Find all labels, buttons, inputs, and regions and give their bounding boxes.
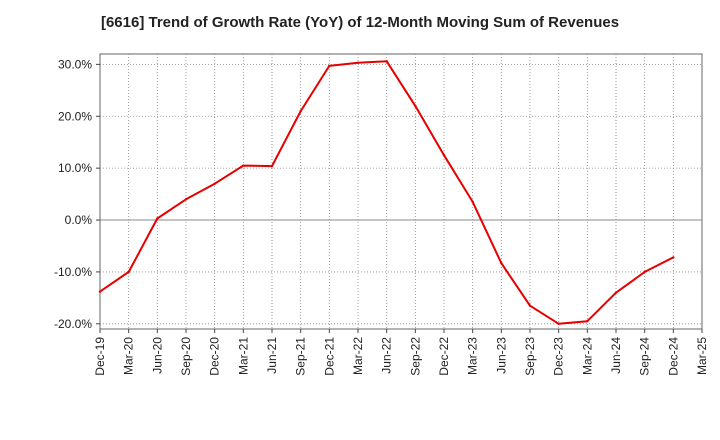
data-point [242, 164, 245, 167]
x-tick-label: Dec-24 [666, 337, 680, 376]
data-point [442, 153, 446, 157]
x-tick-label: Sep-21 [294, 337, 308, 376]
data-point [127, 270, 130, 274]
x-tick-label: Dec-21 [322, 337, 336, 376]
y-tick-label: 0.0% [65, 213, 93, 227]
data-point [500, 261, 503, 265]
series-group [98, 60, 675, 326]
data-point [356, 61, 360, 65]
x-tick-label: Mar-25 [695, 337, 709, 375]
x-tick-label: Jun-20 [150, 337, 164, 374]
x-tick-label: Dec-20 [208, 337, 222, 376]
grid-lines [100, 54, 702, 329]
y-tick-label: -20.0% [54, 317, 92, 331]
x-tick-label: Sep-23 [523, 337, 537, 376]
y-axis-ticks: 30.0% 20.0% 10.0% 0.0% -10.0% -20.0% [54, 57, 100, 331]
data-point [643, 270, 646, 274]
data-point [614, 291, 618, 294]
x-tick-label: Mar-22 [351, 337, 365, 375]
x-tick-label: Jun-21 [265, 337, 279, 374]
x-tick-label: Mar-21 [236, 337, 250, 375]
data-point [672, 256, 675, 259]
data-point [586, 320, 589, 323]
x-tick-label: Jun-22 [380, 337, 394, 374]
y-tick-label: -10.0% [54, 265, 92, 279]
x-tick-label: Mar-24 [580, 337, 594, 375]
data-point [528, 304, 532, 307]
data-point [328, 64, 331, 68]
data-point [270, 164, 274, 168]
x-tick-label: Jun-24 [609, 337, 623, 374]
x-tick-label: Dec-23 [552, 337, 566, 376]
x-tick-label: Dec-19 [93, 337, 107, 376]
chart-title: [6616] Trend of Growth Rate (YoY) of 12-… [100, 14, 620, 31]
x-tick-label: Sep-22 [408, 337, 422, 376]
x-tick-label: Dec-22 [437, 337, 451, 376]
data-point [98, 290, 102, 293]
data-point [414, 104, 417, 108]
data-point [557, 322, 560, 326]
data-point [385, 60, 388, 63]
data-point [299, 109, 302, 113]
plot-area [99, 53, 703, 330]
data-point [156, 217, 159, 220]
x-tick-label: Jun-23 [494, 337, 508, 374]
data-point [213, 182, 216, 185]
x-tick-label: Mar-20 [122, 337, 136, 375]
x-tick-label: Mar-23 [466, 337, 480, 375]
x-tick-label: Sep-20 [179, 337, 193, 376]
y-tick-label: 20.0% [58, 109, 92, 123]
x-axis-ticks: Dec-19 Mar-20 Jun-20 Sep-20 Dec-20 Mar-21 Jun-… [93, 329, 709, 376]
data-point [471, 200, 474, 204]
y-tick-label: 10.0% [58, 161, 92, 175]
data-point [184, 198, 188, 201]
y-tick-label: 30.0% [58, 57, 92, 71]
x-tick-label: Sep-24 [638, 337, 652, 376]
